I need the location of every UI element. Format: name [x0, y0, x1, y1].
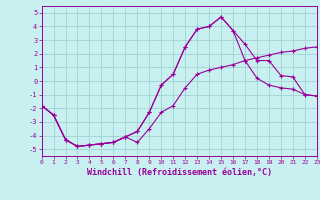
X-axis label: Windchill (Refroidissement éolien,°C): Windchill (Refroidissement éolien,°C) — [87, 168, 272, 177]
